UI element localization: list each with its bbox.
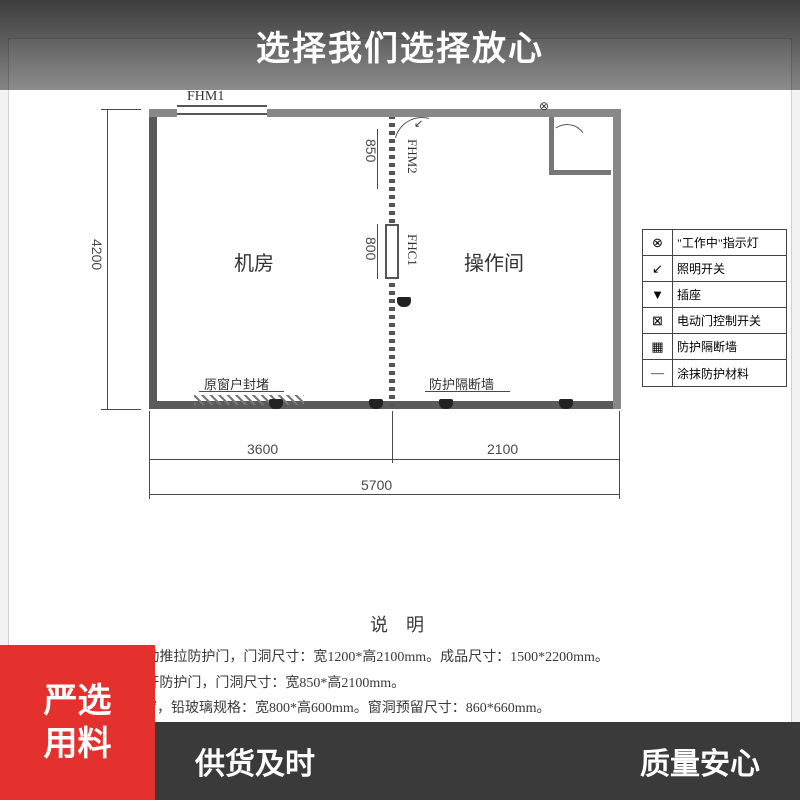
room-left-label: 机房 — [234, 247, 274, 276]
legend-sym-switch: ↙ — [643, 256, 673, 281]
legend-sym-doorctrl: ⊠ — [643, 308, 673, 333]
dim-4200-line — [107, 109, 108, 409]
fhc1-label: FHC1 — [404, 234, 420, 266]
dim-5700: 5700 — [361, 477, 392, 493]
legend-row: ↙ 照明开关 — [643, 256, 786, 282]
fhc1-window — [385, 224, 399, 279]
bottom-bar-text-2: 质量安心 — [640, 739, 760, 783]
fhm1-door — [177, 105, 267, 115]
legend-row: — 涂抹防护材料 — [643, 360, 786, 386]
right-wall — [613, 109, 621, 409]
dim-row1-t2 — [392, 411, 393, 463]
outlet-icon — [439, 399, 453, 409]
legend-txt: 电动门控制开关 — [673, 312, 786, 329]
dim-row2-t1 — [149, 459, 150, 499]
bottom-left-badge: 严选 用料 — [0, 645, 155, 800]
legend-row: ▦ 防护隔断墙 — [643, 334, 786, 360]
notes-line: 2、FHM2为平开防护门，门洞尺寸：宽850*高2100mm。 — [59, 671, 753, 696]
partition-wall-underline — [425, 391, 510, 392]
legend-txt: 插座 — [673, 286, 786, 303]
top-banner-text: 选择我们选择放心 — [256, 21, 544, 70]
dim-row1-t1 — [149, 411, 150, 463]
bottom-bar-text-1: 供货及时 — [195, 739, 315, 783]
legend: ⊗ "工作中"指示灯 ↙ 照明开关 ▼ 插座 ⊠ 电动门控制开关 ▦ 防护隔断墙… — [642, 229, 787, 387]
notes-line: 为铅玻璃观察窗，铅玻璃规格：宽800*高600mm。窗洞预留尺寸：860*660… — [59, 696, 753, 721]
room-right-label: 操作间 — [464, 247, 524, 276]
dim-800: 800 — [363, 237, 379, 260]
legend-sym-indicator: ⊗ — [643, 230, 673, 255]
notes-line: 1、FHM1为电动推拉防护门，门洞尺寸：宽1200*高2100mm。成品尺寸：1… — [59, 645, 753, 670]
window-seal-underline — [199, 391, 284, 392]
notes-title: 说明 — [59, 609, 753, 641]
dim-3600: 3600 — [247, 441, 278, 457]
top-wall-mid — [267, 109, 387, 117]
legend-sym-partition: ▦ — [643, 334, 673, 359]
bottom-left-text: 严选 用料 — [44, 680, 112, 765]
legend-sym-coating: — — [643, 360, 673, 386]
bottom-bar: 供货及时 质量安心 — [155, 722, 800, 800]
fhm1-label: FHM1 — [187, 89, 224, 105]
legend-txt: "工作中"指示灯 — [673, 234, 786, 251]
dim-row2 — [149, 494, 619, 495]
dim-row1-t3 — [619, 411, 620, 499]
dim-4200-ext-b — [101, 409, 141, 410]
window-seal-hatch — [194, 395, 304, 405]
outlet-icon — [269, 399, 283, 409]
dim-4200: 4200 — [89, 239, 105, 270]
indicator-icon: ⊗ — [539, 99, 549, 114]
legend-row: ⊠ 电动门控制开关 — [643, 308, 786, 334]
legend-txt: 照明开关 — [673, 260, 786, 277]
legend-txt: 防护隔断墙 — [673, 338, 786, 355]
legend-txt: 涂抹防护材料 — [673, 365, 786, 382]
top-wall-left — [149, 109, 177, 117]
outlet-icon — [559, 399, 573, 409]
legend-sym-outlet: ▼ — [643, 282, 673, 307]
dim-row1 — [149, 459, 619, 460]
dim-4200-ext-t — [101, 109, 141, 110]
outlet-icon — [397, 297, 411, 307]
switch-icon: ↙ — [414, 117, 423, 130]
legend-row: ⊗ "工作中"指示灯 — [643, 230, 786, 256]
outlet-icon — [369, 399, 383, 409]
legend-row: ▼ 插座 — [643, 282, 786, 308]
dim-850: 850 — [363, 139, 379, 162]
dim-2100: 2100 — [487, 441, 518, 457]
top-banner: 选择我们选择放心 — [0, 0, 800, 90]
